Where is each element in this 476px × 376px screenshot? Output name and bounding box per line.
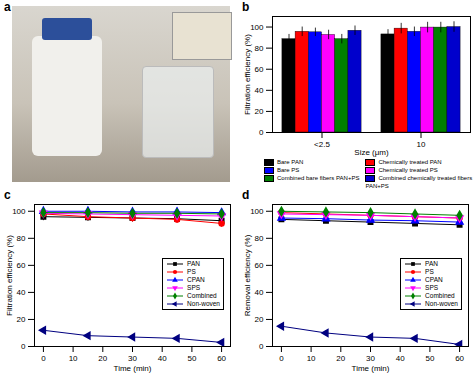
svg-text:100: 100 — [250, 23, 264, 32]
svg-text:10: 10 — [307, 354, 316, 363]
svg-text:60: 60 — [455, 354, 464, 363]
html-text:Non-woven: Non-woven — [187, 300, 220, 307]
svg-text:40: 40 — [255, 86, 264, 95]
html-text:CPAN: CPAN — [425, 276, 443, 283]
svg-text:30: 30 — [366, 354, 375, 363]
svg-text:100: 100 — [250, 207, 264, 216]
svg-text:40: 40 — [17, 288, 26, 297]
svg-text:10: 10 — [69, 354, 78, 363]
svg-text:0: 0 — [259, 342, 264, 351]
svg-text:80: 80 — [255, 234, 264, 243]
svg-text:20: 20 — [98, 354, 107, 363]
html-text:b: b — [242, 0, 250, 14]
html-text:PS: PS — [187, 268, 196, 275]
svg-text:0: 0 — [259, 128, 264, 137]
svg-text:20: 20 — [17, 315, 26, 324]
html-text:Combined: Combined — [187, 292, 217, 299]
html-text:SPS: SPS — [187, 284, 201, 291]
svg-text:20: 20 — [255, 107, 264, 116]
svg-text:100: 100 — [12, 207, 26, 216]
svg-text:40: 40 — [255, 288, 264, 297]
svg-text:20: 20 — [336, 354, 345, 363]
html-text:SPS: SPS — [425, 284, 439, 291]
svg-text:Size (μm): Size (μm) — [354, 148, 389, 157]
svg-text:0: 0 — [41, 354, 46, 363]
svg-text:Time (min): Time (min) — [352, 364, 390, 373]
svg-text:40: 40 — [158, 354, 167, 363]
svg-text:40: 40 — [396, 354, 405, 363]
svg-text:60: 60 — [255, 261, 264, 270]
html-text:CPAN: CPAN — [187, 276, 205, 283]
svg-text:50: 50 — [425, 354, 434, 363]
svg-text:Time (min): Time (min) — [114, 364, 152, 373]
html-text:Bare PS: Bare PS — [277, 167, 300, 173]
html-text:Combined bare fibers PAN+PS: Combined bare fibers PAN+PS — [277, 175, 360, 181]
svg-text:10: 10 — [417, 140, 426, 149]
html-text:Combined chemically treated fi: Combined chemically treated fibers PAN+P… — [365, 175, 473, 189]
html-text:a: a — [4, 0, 11, 14]
svg-text:<2.5: <2.5 — [314, 140, 330, 149]
svg-text:Filtration efficiency (%): Filtration efficiency (%) — [5, 235, 14, 316]
html-text:Chemically treated PS: Chemically treated PS — [378, 167, 438, 173]
svg-text:50: 50 — [187, 354, 196, 363]
html-text:PS: PS — [425, 268, 434, 275]
svg-text:Removal efficiency (%): Removal efficiency (%) — [243, 234, 252, 316]
svg-text:Filtration efficiency (%): Filtration efficiency (%) — [243, 34, 252, 115]
svg-text:60: 60 — [17, 261, 26, 270]
svg-text:0: 0 — [21, 342, 26, 351]
svg-text:60: 60 — [255, 65, 264, 74]
html-text:Non-woven: Non-woven — [425, 300, 458, 307]
svg-text:30: 30 — [128, 354, 137, 363]
svg-text:20: 20 — [255, 315, 264, 324]
svg-text:0: 0 — [279, 354, 284, 363]
html-text:Combined: Combined — [425, 292, 455, 299]
html-text:c: c — [4, 188, 11, 202]
html-text:d: d — [242, 188, 250, 202]
svg-text:60: 60 — [217, 354, 226, 363]
svg-text:80: 80 — [17, 234, 26, 243]
html-text:PAN: PAN — [187, 260, 200, 267]
html-text:Chemically treated PAN: Chemically treated PAN — [378, 159, 442, 165]
html-text:Bare PAN: Bare PAN — [277, 159, 304, 165]
html-text:PAN: PAN — [425, 260, 438, 267]
svg-text:80: 80 — [255, 44, 264, 53]
